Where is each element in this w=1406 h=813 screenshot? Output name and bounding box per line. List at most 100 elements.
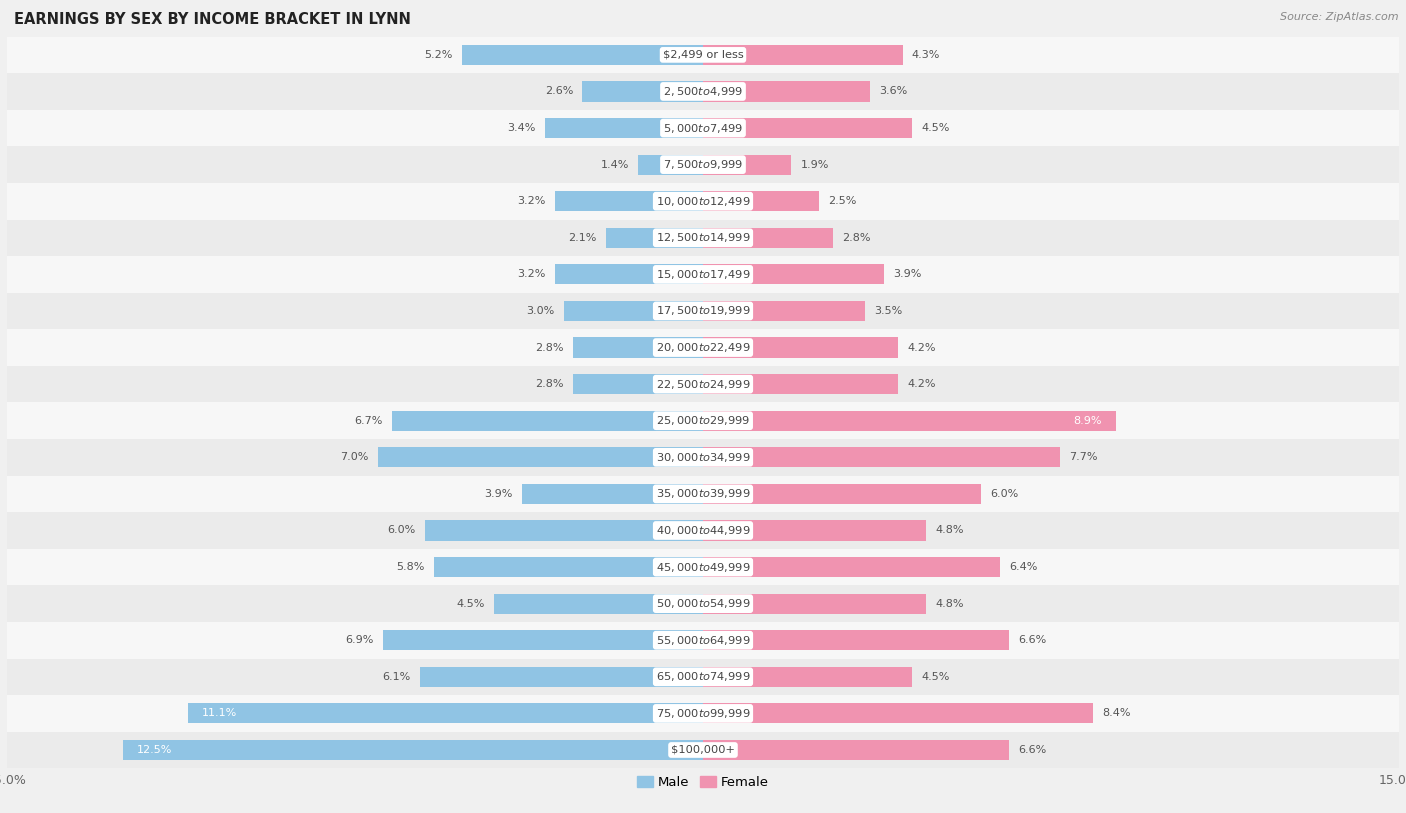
Bar [7,293,1399,329]
Bar [7,476,1399,512]
Bar [7,220,1399,256]
Bar [7,329,1399,366]
Text: $55,000 to $64,999: $55,000 to $64,999 [655,634,751,646]
Bar [606,228,703,248]
Text: $20,000 to $22,499: $20,000 to $22,499 [655,341,751,354]
Text: $75,000 to $99,999: $75,000 to $99,999 [655,707,751,720]
Text: 4.5%: 4.5% [457,598,485,609]
Bar [7,659,1399,695]
Text: 4.3%: 4.3% [912,50,941,60]
Text: $25,000 to $29,999: $25,000 to $29,999 [655,415,751,427]
Text: 5.8%: 5.8% [396,562,425,572]
Text: $40,000 to $44,999: $40,000 to $44,999 [655,524,751,537]
Legend: Male, Female: Male, Female [631,771,775,794]
Text: $45,000 to $49,999: $45,000 to $49,999 [655,561,751,573]
Bar [434,557,703,577]
Text: 2.8%: 2.8% [536,379,564,389]
Text: 4.8%: 4.8% [935,525,963,536]
Bar [495,593,703,614]
Text: 6.1%: 6.1% [382,672,411,682]
Bar [703,630,1010,650]
Text: 6.4%: 6.4% [1010,562,1038,572]
Text: 7.0%: 7.0% [340,452,368,463]
Bar [7,402,1399,439]
Text: 12.5%: 12.5% [136,745,173,755]
Text: 7.7%: 7.7% [1070,452,1098,463]
Bar [703,81,870,102]
Bar [382,630,703,650]
Bar [554,191,703,211]
Text: 4.5%: 4.5% [921,123,949,133]
Text: 4.2%: 4.2% [907,342,935,353]
Text: $100,000+: $100,000+ [671,745,735,755]
Bar [703,45,903,65]
Text: $7,500 to $9,999: $7,500 to $9,999 [664,159,742,171]
Text: $2,499 or less: $2,499 or less [662,50,744,60]
Bar [703,520,925,541]
Text: $65,000 to $74,999: $65,000 to $74,999 [655,671,751,683]
Bar [7,585,1399,622]
Text: 3.6%: 3.6% [879,86,907,97]
Text: 2.1%: 2.1% [568,233,596,243]
Bar [7,512,1399,549]
Text: $12,500 to $14,999: $12,500 to $14,999 [655,232,751,244]
Bar [7,695,1399,732]
Text: 6.0%: 6.0% [387,525,415,536]
Bar [703,337,898,358]
Text: 3.9%: 3.9% [893,269,921,280]
Text: $2,500 to $4,999: $2,500 to $4,999 [664,85,742,98]
Text: 6.6%: 6.6% [1018,635,1046,646]
Bar [420,667,703,687]
Text: $30,000 to $34,999: $30,000 to $34,999 [655,451,751,463]
Text: 8.9%: 8.9% [1074,415,1102,426]
Text: 11.1%: 11.1% [202,708,238,719]
Text: 3.9%: 3.9% [485,489,513,499]
Text: 3.0%: 3.0% [526,306,554,316]
Bar [703,703,1092,724]
Bar [703,228,832,248]
Text: Source: ZipAtlas.com: Source: ZipAtlas.com [1281,12,1399,22]
Bar [554,264,703,285]
Bar [703,301,866,321]
Bar [7,366,1399,402]
Bar [703,740,1010,760]
Text: $22,500 to $24,999: $22,500 to $24,999 [655,378,751,390]
Bar [124,740,703,760]
Bar [425,520,703,541]
Bar [7,732,1399,768]
Text: 8.4%: 8.4% [1102,708,1130,719]
Text: 6.6%: 6.6% [1018,745,1046,755]
Bar [7,73,1399,110]
Text: 4.2%: 4.2% [907,379,935,389]
Text: $35,000 to $39,999: $35,000 to $39,999 [655,488,751,500]
Bar [703,374,898,394]
Bar [7,146,1399,183]
Text: 2.6%: 2.6% [544,86,574,97]
Text: 6.9%: 6.9% [346,635,374,646]
Text: 3.2%: 3.2% [517,269,546,280]
Bar [703,154,792,175]
Text: 3.5%: 3.5% [875,306,903,316]
Bar [522,484,703,504]
Bar [564,301,703,321]
Text: $5,000 to $7,499: $5,000 to $7,499 [664,122,742,134]
Bar [7,37,1399,73]
Text: 1.9%: 1.9% [800,159,828,170]
Text: 4.8%: 4.8% [935,598,963,609]
Bar [574,374,703,394]
Bar [703,484,981,504]
Text: 4.5%: 4.5% [921,672,949,682]
Bar [546,118,703,138]
Bar [703,593,925,614]
Bar [703,557,1000,577]
Bar [703,667,912,687]
Bar [378,447,703,467]
Text: 2.8%: 2.8% [536,342,564,353]
Bar [7,549,1399,585]
Text: 6.7%: 6.7% [354,415,382,426]
Bar [7,622,1399,659]
Text: 6.0%: 6.0% [991,489,1019,499]
Bar [703,411,1116,431]
Text: 3.2%: 3.2% [517,196,546,207]
Bar [703,191,818,211]
